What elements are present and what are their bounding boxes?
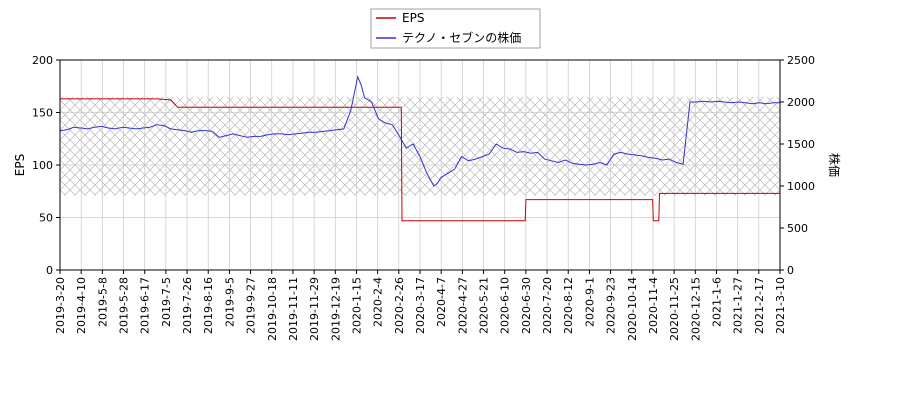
x-tick-label: 2020-7-20 xyxy=(541,277,554,334)
x-axis: 2019-3-20 2019-4-10 2019-5-8 2019-5-28 2019-… xyxy=(54,270,787,341)
x-tick-label: 2019-12-19 xyxy=(329,277,342,341)
x-tick-label: 2020-3-17 xyxy=(414,277,427,334)
x-tick-label: 2019-10-18 xyxy=(266,277,279,341)
x-tick-label: 2019-3-20 xyxy=(54,277,67,334)
left-tick-label: 200 xyxy=(32,54,53,67)
x-tick-label: 2020-9-23 xyxy=(605,277,618,334)
x-tick-label: 2021-1-6 xyxy=(710,277,723,327)
x-tick-label: 2020-6-30 xyxy=(520,277,533,334)
left-tick-label: 100 xyxy=(32,159,53,172)
series-lines xyxy=(59,75,780,222)
left-axis: 0 50 100 150 200 xyxy=(32,54,60,277)
x-tick-label: 2019-11-11 xyxy=(287,277,300,341)
x-tick-label: 2020-5-21 xyxy=(478,277,491,334)
x-tick-label: 2019-5-8 xyxy=(96,277,109,327)
x-tick-label: 2019-7-26 xyxy=(181,277,194,334)
x-tick-label: 2021-3-10 xyxy=(774,277,787,334)
right-tick-label: 500 xyxy=(787,222,808,235)
legend-label: テクノ・セブンの株価 xyxy=(402,30,521,45)
x-tick-label: 2020-9-1 xyxy=(583,277,596,327)
x-tick-label: 2020-4-27 xyxy=(456,277,469,334)
legend-box xyxy=(370,8,541,49)
right-tick-label: 0 xyxy=(787,264,794,277)
x-tick-label: 2020-1-15 xyxy=(350,277,363,334)
x-tick-label: 2020-11-25 xyxy=(668,277,681,341)
x-tick-label: 2020-11-4 xyxy=(647,277,660,334)
left-tick-label: 150 xyxy=(32,107,53,120)
left-tick-label: 0 xyxy=(46,264,53,277)
left-axis-title: EPS xyxy=(13,154,27,176)
right-tick-label: 2500 xyxy=(787,54,815,67)
left-tick-label: 50 xyxy=(39,212,53,225)
x-tick-label: 2021-2-17 xyxy=(753,277,766,334)
eps-series-line xyxy=(60,98,780,222)
legend: EPS テクノ・セブンの株価 xyxy=(370,8,541,49)
x-tick-label: 2020-8-12 xyxy=(562,277,575,334)
x-tick-label: 2019-9-27 xyxy=(245,277,258,334)
right-tick-label: 2000 xyxy=(787,96,815,109)
x-tick-label: 2020-2-4 xyxy=(372,277,385,327)
right-axis-title: 株価 xyxy=(827,153,842,177)
x-tick-label: 2019-6-17 xyxy=(139,277,152,334)
x-tick-label: 2019-4-10 xyxy=(75,277,88,334)
x-tick-label: 2019-5-28 xyxy=(118,277,131,334)
x-tick-label: 2019-8-16 xyxy=(202,277,215,334)
legend-label: EPS xyxy=(402,11,424,25)
x-tick-label: 2020-12-15 xyxy=(689,277,702,341)
x-tick-label: 2019-9-5 xyxy=(223,277,236,327)
x-tick-label: 2021-1-27 xyxy=(732,277,745,334)
right-tick-label: 1500 xyxy=(787,138,815,151)
x-tick-label: 2019-11-29 xyxy=(308,277,321,341)
right-tick-label: 1000 xyxy=(787,180,815,193)
stock-price-series-line xyxy=(59,75,780,187)
x-tick-label: 2020-10-14 xyxy=(626,277,639,341)
x-tick-label: 2020-4-7 xyxy=(435,277,448,327)
x-tick-label: 2019-7-5 xyxy=(160,277,173,327)
x-tick-label: 2020-2-26 xyxy=(393,277,406,334)
right-axis: 0 500 1000 1500 2000 2500 xyxy=(780,54,815,277)
x-tick-label: 2020-6-10 xyxy=(499,277,512,334)
